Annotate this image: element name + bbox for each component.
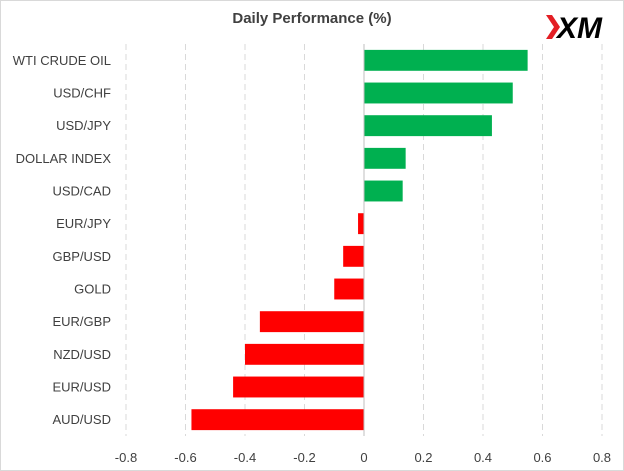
xm-logo: XM (546, 12, 603, 45)
x-tick-label: 0.2 (414, 450, 432, 465)
category-label: EUR/USD (52, 380, 111, 395)
bar (334, 278, 364, 300)
category-label: GOLD (74, 282, 111, 297)
logo-accent-mark (546, 15, 560, 39)
bar (343, 245, 364, 267)
category-label: WTI CRUDE OIL (13, 53, 111, 68)
logo-text: XM (555, 12, 603, 45)
chart-title: Daily Performance (%) (232, 10, 392, 27)
category-label: USD/CHF (53, 86, 111, 101)
bar (259, 311, 364, 333)
bar (364, 147, 406, 169)
bar (364, 115, 492, 137)
bar (364, 82, 513, 104)
x-tick-label: -0.8 (115, 450, 137, 465)
x-tick-label: -0.2 (293, 450, 315, 465)
bar (364, 180, 403, 202)
bar (364, 49, 528, 71)
category-label: EUR/GBP (52, 314, 111, 329)
x-tick-label: 0.8 (593, 450, 611, 465)
x-tick-label: -0.4 (234, 450, 256, 465)
category-label: DOLLAR INDEX (16, 151, 112, 166)
category-label: USD/JPY (56, 118, 111, 133)
x-tick-label: 0 (360, 450, 367, 465)
x-tick-label: -0.6 (174, 450, 196, 465)
category-label: EUR/JPY (56, 216, 111, 231)
x-tick-label: 0.4 (474, 450, 492, 465)
bar (191, 409, 364, 431)
category-label: AUD/USD (52, 412, 111, 427)
bar (358, 213, 364, 235)
category-label: USD/CAD (52, 184, 111, 199)
category-label: NZD/USD (53, 347, 111, 362)
bar (233, 376, 364, 398)
category-label: GBP/USD (52, 249, 111, 264)
bar (245, 343, 364, 365)
x-tick-label: 0.6 (533, 450, 551, 465)
